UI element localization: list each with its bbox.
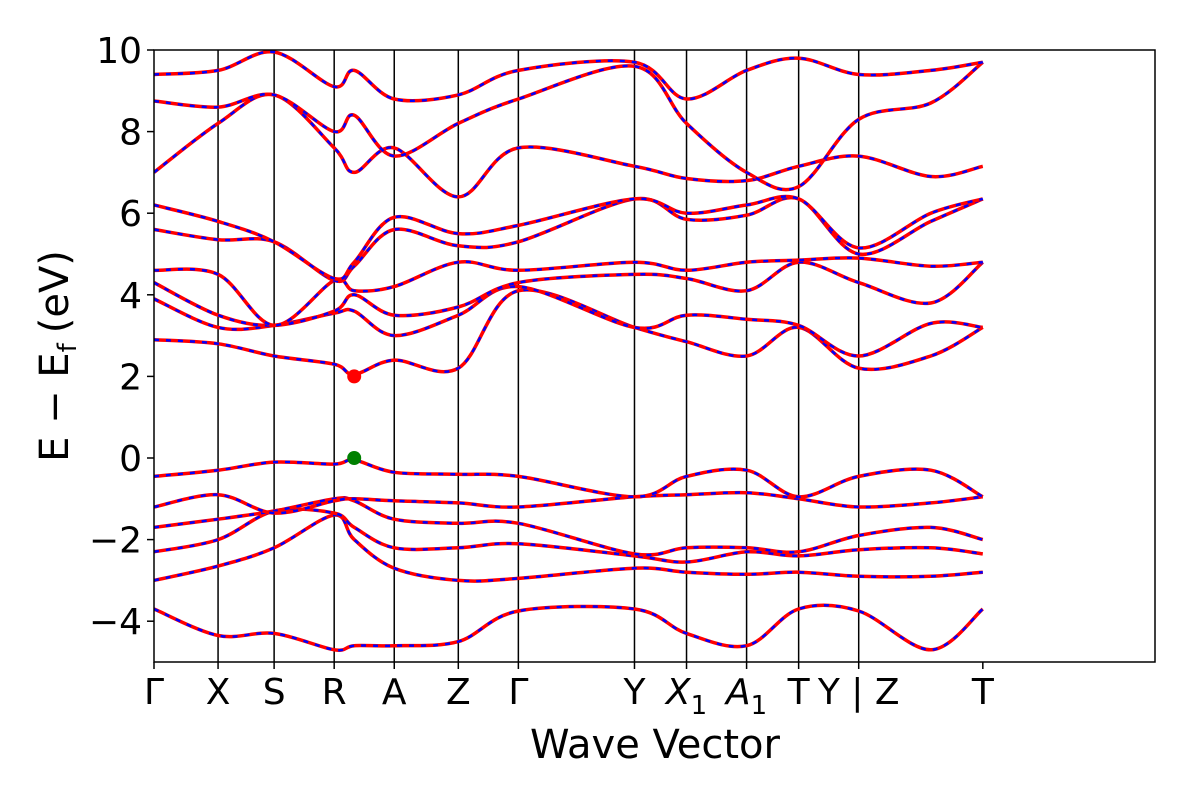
x-tick-label: A [382, 672, 407, 713]
band-line-interpolated [154, 513, 983, 583]
x-tick-label: X1 [664, 672, 707, 721]
x-tick-label: Z [446, 672, 471, 713]
y-tick-label: 10 [96, 31, 142, 72]
x-tick-label: T [971, 672, 995, 713]
x-tick-label-text: R [322, 672, 347, 713]
x-tick-label-text: Y | Z [817, 672, 900, 713]
y-tick-label: 6 [119, 194, 142, 235]
kpoint-divider-lines [217, 50, 860, 662]
x-tick-label-text: Γ [508, 672, 528, 713]
y-axis-title-main: E − E [32, 352, 78, 462]
x-tick-label: Γ [508, 672, 528, 713]
x-tick-label-text: A [724, 672, 751, 713]
x-tick-label: S [263, 672, 286, 713]
y-axis-title: E − Ef (eV) [32, 250, 83, 462]
x-tick-label-text: T [787, 672, 811, 713]
plot-frame [153, 49, 1156, 663]
x-tick-label: A1 [724, 672, 767, 721]
x-tick-label: Γ [144, 672, 164, 713]
x-tick-label: Y [622, 672, 646, 713]
band-edge-markers [347, 369, 362, 465]
band-line-interpolated [154, 285, 983, 358]
x-tick-label-text: X [206, 672, 231, 713]
band-line-dft [154, 458, 984, 499]
y-tick-label: 8 [119, 113, 142, 154]
x-tick-label: Y | Z [817, 672, 900, 713]
x-tick-label-text: Y [622, 672, 646, 713]
x-tick-label-subscript: 1 [751, 691, 768, 721]
vbm-marker [347, 451, 362, 465]
band-line-interpolated [154, 93, 984, 199]
cbm-marker [347, 369, 362, 384]
band-line-interpolated [154, 496, 984, 557]
x-tick-label: R [322, 672, 347, 713]
band-line-interpolated [154, 604, 984, 652]
x-tick-label-text: A [382, 672, 407, 713]
band-line-interpolated [154, 288, 984, 376]
x-tick-label: X [206, 672, 231, 713]
x-axis-title: Wave Vector [530, 722, 781, 768]
band-lines [154, 50, 984, 652]
x-tick-label: T [787, 672, 811, 713]
y-tick-label: 2 [119, 357, 142, 398]
y-tick-label: 4 [119, 276, 142, 317]
y-tick-label: 0 [119, 439, 142, 480]
x-tick-label-subscript: 1 [691, 691, 708, 721]
y-axis-title-unit: (eV) [32, 250, 78, 333]
x-tick-label-text: Γ [144, 672, 164, 713]
band-line-interpolated [154, 61, 984, 191]
y-tick-label: −4 [89, 602, 142, 643]
band-line-interpolated [154, 50, 984, 103]
y-tick-label: −2 [89, 521, 142, 562]
x-tick-label-text: T [971, 672, 995, 713]
y-axis-ticks: −4 −2 0 2 4 6 8 10 [89, 31, 154, 643]
band-line-interpolated [154, 256, 983, 327]
band-line-dft [154, 194, 984, 281]
x-tick-label-text: S [263, 672, 286, 713]
y-axis-title-subscript: f [53, 342, 83, 352]
band-line-interpolated [154, 260, 984, 327]
x-tick-label-text: X [664, 672, 692, 713]
band-line-dft [154, 490, 984, 515]
x-tick-label-text: Z [446, 672, 471, 713]
